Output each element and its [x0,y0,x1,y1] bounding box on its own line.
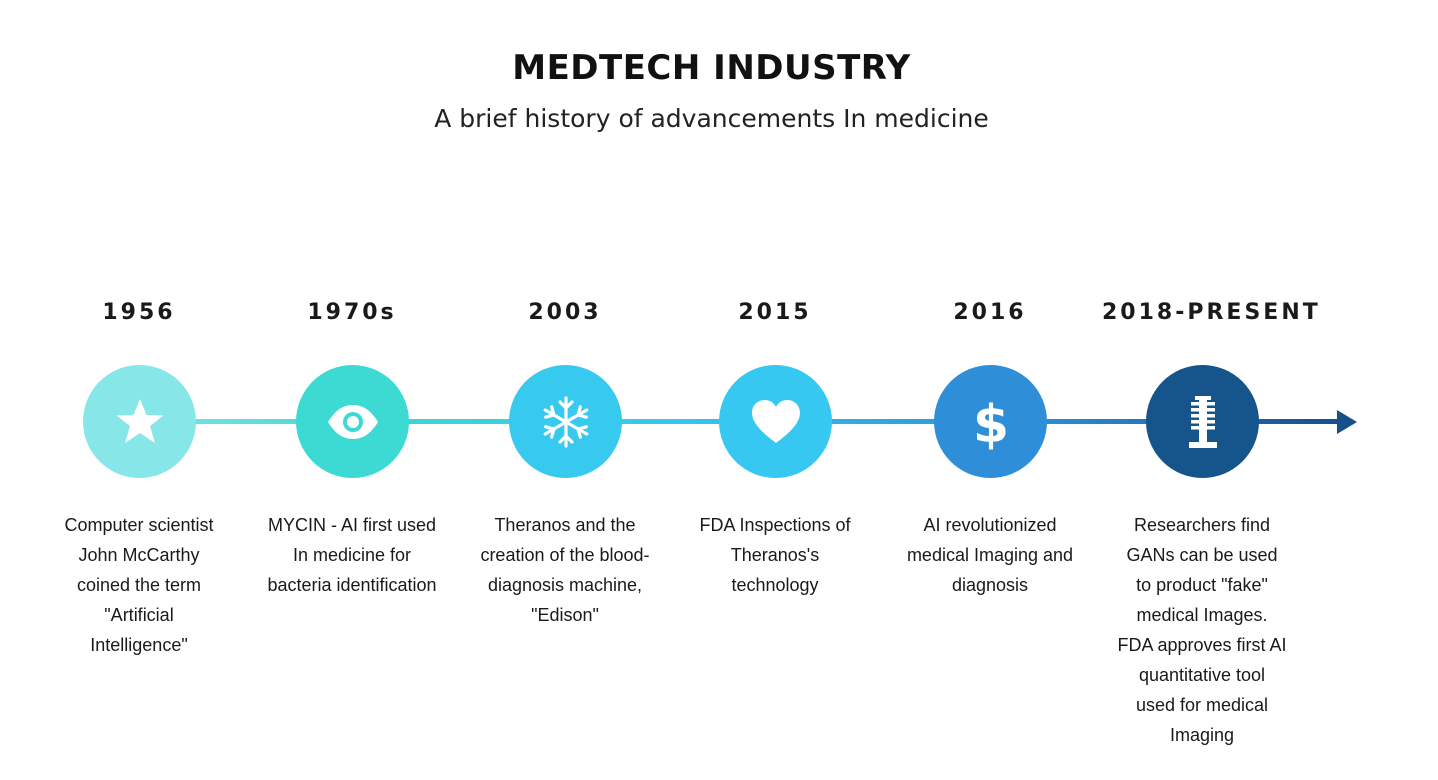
timeline-description: Theranos and the creation of the blood-d… [480,515,650,625]
dollar-icon: $ [972,395,1008,450]
timeline-year: 2016 [953,300,1027,325]
timeline-year: 2003 [528,300,602,325]
timeline-year: 1970s [307,300,397,325]
page-title: MEDTECH INDUSTRY [512,48,911,88]
timeline-circle [83,365,196,478]
heart-icon [751,399,800,443]
timeline-circle [719,365,832,478]
timeline-circle [509,365,622,478]
timeline-circle: $ [934,365,1047,478]
timeline-circle [296,365,409,478]
svg-text:$: $ [972,395,1008,450]
star-icon [116,398,163,443]
eye-icon [327,404,378,439]
snowflake-icon [543,395,588,448]
timeline-description: FDA Inspections of Theranos's technology [699,515,851,595]
antenna-icon [1188,395,1217,448]
timeline-circle [1146,365,1259,478]
timeline-arrow-icon [1337,410,1357,434]
timeline-description: Computer scientist John McCarthy coined … [64,515,214,655]
timeline-year: 1956 [102,300,176,325]
timeline-description: MYCIN - AI first used In medicine for ba… [267,515,437,595]
timeline-year: 2018-PRESENT [1102,300,1321,325]
timeline-description: AI revolutionized medical Imaging and di… [906,515,1074,595]
timeline-description: Researchers find GANs can be used to pro… [1117,515,1287,745]
timeline-year: 2015 [738,300,812,325]
page-subtitle: A brief history of advancements In medic… [434,104,989,133]
